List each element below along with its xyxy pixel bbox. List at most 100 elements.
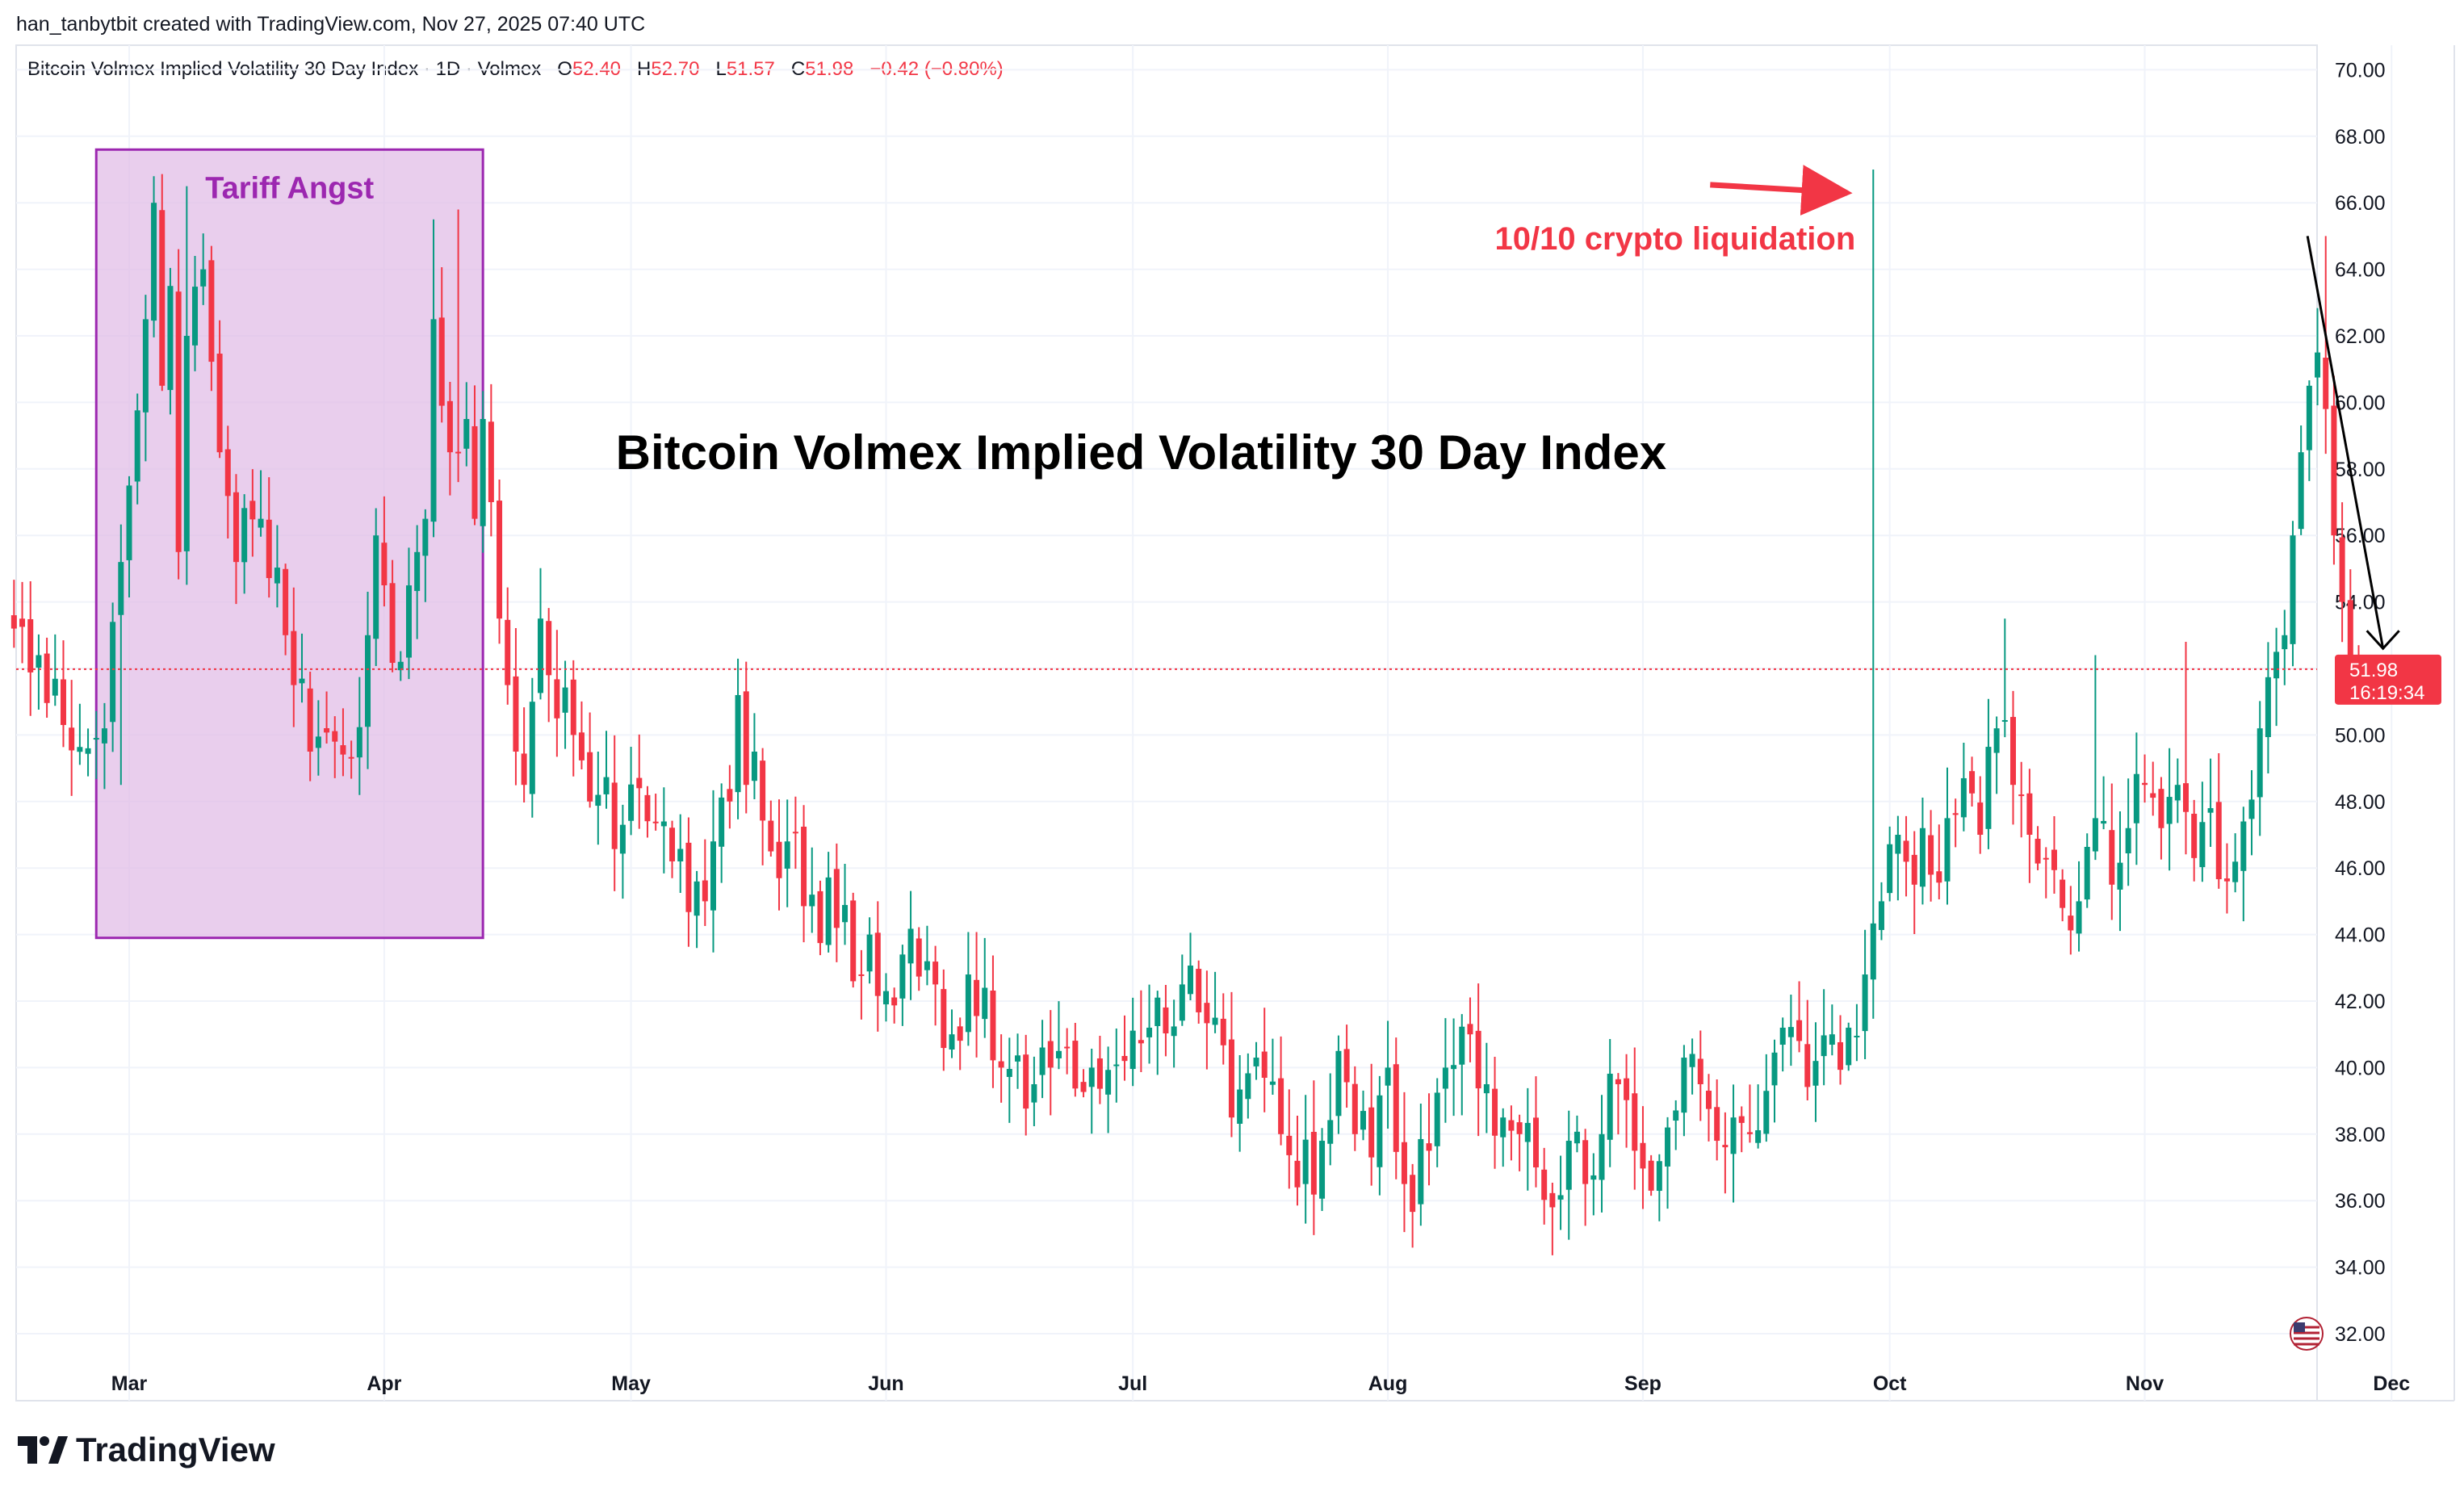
candle-body[interactable] bbox=[1705, 1091, 1712, 1109]
candle-body[interactable] bbox=[2026, 793, 2033, 835]
candle-body[interactable] bbox=[1228, 1039, 1234, 1118]
candle-body[interactable] bbox=[1302, 1139, 1309, 1184]
candle-body[interactable] bbox=[2076, 901, 2082, 934]
candle-body[interactable] bbox=[480, 419, 486, 526]
candle-body[interactable] bbox=[776, 841, 782, 878]
candle-body[interactable] bbox=[1796, 1020, 1803, 1041]
candle-body[interactable] bbox=[505, 619, 511, 685]
tradingview-brand[interactable]: TradingView bbox=[18, 1431, 275, 1469]
candle-body[interactable] bbox=[2043, 857, 2049, 860]
candle-body[interactable] bbox=[611, 782, 618, 849]
candle-body[interactable] bbox=[1023, 1054, 1029, 1109]
candle-body[interactable] bbox=[595, 794, 601, 807]
candle-body[interactable] bbox=[2207, 808, 2214, 813]
candle-body[interactable] bbox=[1993, 728, 2000, 753]
candle-body[interactable] bbox=[1779, 1027, 1786, 1045]
candle-body[interactable] bbox=[1565, 1141, 1572, 1190]
candle-body[interactable] bbox=[1895, 835, 1901, 854]
candle-body[interactable] bbox=[1418, 1138, 1424, 1205]
candle-body[interactable] bbox=[1903, 840, 1909, 862]
candle-body[interactable] bbox=[10, 615, 17, 629]
candle-body[interactable] bbox=[842, 904, 849, 923]
candle-body[interactable] bbox=[463, 419, 470, 449]
candle-body[interactable] bbox=[1179, 984, 1185, 1021]
candle-body[interactable] bbox=[430, 319, 437, 522]
candle-body[interactable] bbox=[208, 260, 215, 362]
candle-body[interactable] bbox=[1632, 1093, 1638, 1151]
candle-body[interactable] bbox=[751, 752, 757, 781]
candle-body[interactable] bbox=[719, 797, 725, 847]
candle-body[interactable] bbox=[578, 732, 585, 760]
candle-body[interactable] bbox=[249, 501, 256, 520]
candle-body[interactable] bbox=[110, 622, 116, 723]
candle-body[interactable] bbox=[1665, 1127, 1671, 1167]
candle-body[interactable] bbox=[1105, 1070, 1112, 1095]
candle-body[interactable] bbox=[1343, 1049, 1350, 1083]
candle-body[interactable] bbox=[1310, 1132, 1317, 1195]
candle-body[interactable] bbox=[1269, 1081, 1276, 1085]
candle-body[interactable] bbox=[882, 991, 889, 1005]
candle-body[interactable] bbox=[957, 1026, 963, 1041]
candle-body[interactable] bbox=[817, 890, 823, 944]
candle-body[interactable] bbox=[1475, 1030, 1481, 1089]
candle-body[interactable] bbox=[1755, 1130, 1762, 1143]
candle-body[interactable] bbox=[1377, 1095, 1383, 1167]
candle-body[interactable] bbox=[2125, 828, 2131, 853]
candle-body[interactable] bbox=[1714, 1107, 1720, 1142]
candle-body[interactable] bbox=[192, 287, 199, 346]
candle-body[interactable] bbox=[348, 756, 354, 759]
candle-body[interactable] bbox=[949, 1034, 955, 1050]
candle-body[interactable] bbox=[1977, 802, 1984, 835]
candle-body[interactable] bbox=[2092, 818, 2098, 852]
candle-body[interactable] bbox=[2290, 535, 2296, 644]
candle-body[interactable] bbox=[1738, 1116, 1745, 1123]
candle-body[interactable] bbox=[1615, 1079, 1621, 1084]
candle-body[interactable] bbox=[2060, 879, 2066, 908]
candle-body[interactable] bbox=[1426, 1143, 1432, 1151]
candle-body[interactable] bbox=[373, 535, 379, 639]
candle-body[interactable] bbox=[446, 400, 453, 453]
candle-body[interactable] bbox=[2331, 405, 2337, 536]
candle-body[interactable] bbox=[183, 336, 190, 551]
candle-body[interactable] bbox=[1952, 813, 1959, 815]
candle-body[interactable] bbox=[1887, 844, 1893, 894]
candle-body[interactable] bbox=[1196, 969, 1202, 1012]
candle-body[interactable] bbox=[743, 691, 749, 786]
candle-body[interactable] bbox=[554, 679, 560, 719]
candle-body[interactable] bbox=[760, 760, 766, 821]
candle-body[interactable] bbox=[1096, 1058, 1103, 1089]
candle-body[interactable] bbox=[1787, 1027, 1794, 1037]
candle-body[interactable] bbox=[1360, 1111, 1366, 1130]
candle-body[interactable] bbox=[1055, 1050, 1062, 1058]
candle-body[interactable] bbox=[2215, 802, 2222, 880]
candle-body[interactable] bbox=[1673, 1110, 1679, 1121]
candle-body[interactable] bbox=[2117, 862, 2123, 890]
candle-body[interactable] bbox=[1047, 1041, 1054, 1068]
candle-body[interactable] bbox=[1936, 871, 1942, 883]
candle-body[interactable] bbox=[710, 841, 716, 911]
candle-body[interactable] bbox=[1582, 1140, 1589, 1184]
candle-body[interactable] bbox=[77, 747, 83, 752]
candle-body[interactable] bbox=[340, 745, 346, 755]
candle-body[interactable] bbox=[1220, 1018, 1226, 1045]
candle-body[interactable] bbox=[1451, 1065, 1457, 1070]
candle-body[interactable] bbox=[513, 676, 519, 752]
candle-body[interactable] bbox=[1838, 1041, 1844, 1071]
candle-body[interactable] bbox=[1442, 1067, 1448, 1089]
candle-body[interactable] bbox=[916, 938, 922, 977]
candle-body[interactable] bbox=[2101, 820, 2107, 824]
candle-body[interactable] bbox=[587, 752, 593, 802]
candle-body[interactable] bbox=[784, 841, 790, 869]
candle-body[interactable] bbox=[2339, 537, 2345, 602]
candle-body[interactable] bbox=[677, 848, 684, 861]
candle-body[interactable] bbox=[1434, 1092, 1440, 1146]
candle-body[interactable] bbox=[2223, 878, 2230, 882]
candle-body[interactable] bbox=[1944, 818, 1951, 882]
candle-body[interactable] bbox=[1492, 1088, 1498, 1136]
candle-body[interactable] bbox=[1278, 1078, 1284, 1134]
candle-body[interactable] bbox=[1459, 1026, 1465, 1065]
candle-body[interactable] bbox=[1467, 1024, 1473, 1035]
candle-body[interactable] bbox=[315, 736, 321, 748]
candle-body[interactable] bbox=[1985, 747, 1992, 829]
